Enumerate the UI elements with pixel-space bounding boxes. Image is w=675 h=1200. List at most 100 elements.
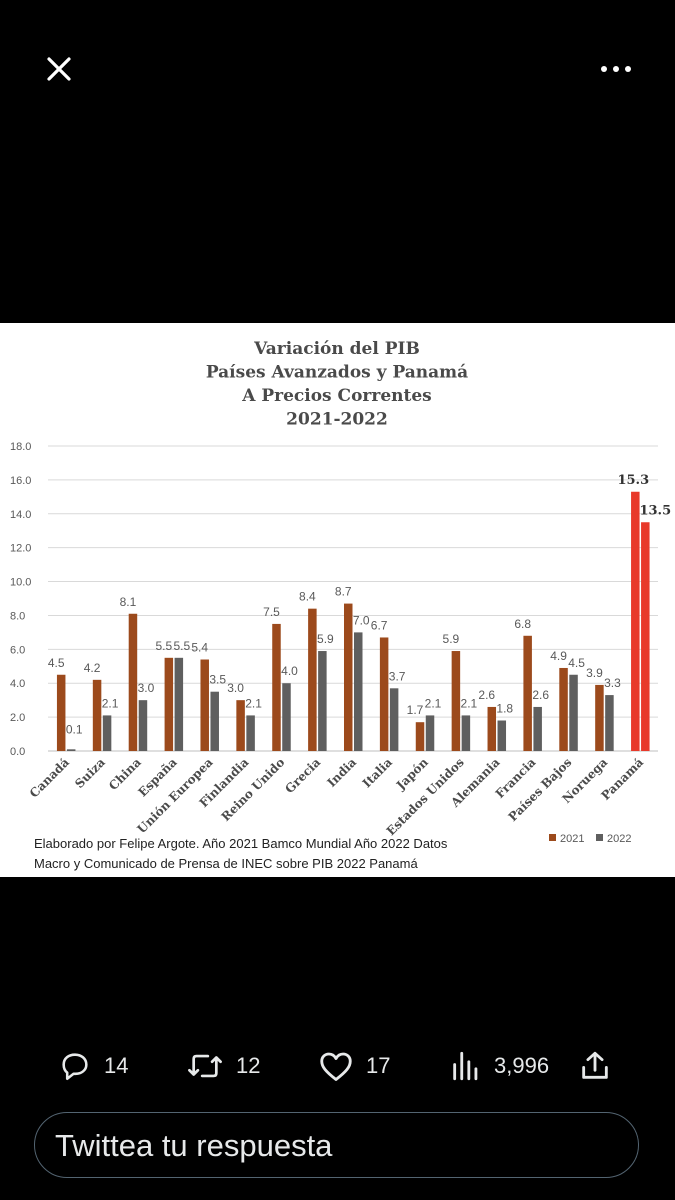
data-label-2021: 6.8 xyxy=(514,617,531,631)
views-button[interactable]: 3,996 xyxy=(450,1040,549,1092)
data-label-2022: 4.0 xyxy=(281,664,298,678)
tweet-image[interactable]: Variación del PIB Países Avanzados y Pana… xyxy=(0,323,675,877)
bar-2022 xyxy=(389,688,399,751)
data-label-2022: 5.9 xyxy=(317,632,334,646)
chart-title-line: Países Avanzados y Panamá xyxy=(206,363,468,383)
data-label-2022: 2.1 xyxy=(102,696,119,710)
bar-2022 xyxy=(461,715,471,751)
bar-2021 xyxy=(56,674,66,751)
more-button[interactable] xyxy=(594,52,638,86)
y-tick-label: 8.0 xyxy=(10,610,25,622)
data-label-2021: 4.2 xyxy=(84,661,101,675)
x-category-label: Países Bajos xyxy=(506,755,575,824)
bars xyxy=(56,491,650,751)
bar-2021 xyxy=(523,635,532,751)
bar-2022 xyxy=(497,720,507,751)
data-label-2021: 5.5 xyxy=(155,639,172,653)
data-label-2022: 0.1 xyxy=(66,722,83,736)
bar-2021 xyxy=(631,491,640,751)
data-label-2022: 5.5 xyxy=(173,639,190,653)
x-category-label: India xyxy=(324,755,359,790)
bar-2021 xyxy=(595,684,604,751)
bar-2022 xyxy=(641,522,650,751)
source-note: Elaborado por Felipe Argote. Año 2021 Ba… xyxy=(34,836,448,871)
chart-title-line: A Precios Correntes xyxy=(241,386,432,406)
bar-2022 xyxy=(66,749,76,751)
legend-swatch xyxy=(596,834,603,841)
bar-2021 xyxy=(487,706,497,751)
bar-2021 xyxy=(236,700,245,751)
bar-2021 xyxy=(92,679,102,751)
bar-2022 xyxy=(425,715,435,751)
data-label-2021: 3.0 xyxy=(227,681,244,695)
legend: 2021 2022 xyxy=(549,833,631,845)
reply-button[interactable]: 14 xyxy=(58,1040,128,1092)
views-count: 3,996 xyxy=(494,1053,550,1078)
y-tick-label: 16.0 xyxy=(10,475,31,487)
data-label-2021: 5.4 xyxy=(191,641,208,655)
y-tick-label: 2.0 xyxy=(10,712,25,724)
bar-2022 xyxy=(174,657,184,751)
retweet-icon xyxy=(188,1054,222,1078)
y-tick-label: 0.0 xyxy=(10,746,25,758)
share-button[interactable] xyxy=(578,1040,612,1092)
bar-2021 xyxy=(559,667,568,751)
y-tick-label: 18.0 xyxy=(10,441,31,453)
legend-swatch xyxy=(549,834,556,841)
gridlines xyxy=(48,445,658,752)
data-label-2022: 4.5 xyxy=(568,656,585,670)
chart-title: Variación del PIB Países Avanzados y Pana… xyxy=(206,339,468,430)
reply-composer[interactable] xyxy=(34,1112,639,1178)
bar-2022 xyxy=(210,691,219,751)
legend-label: 2021 xyxy=(560,833,584,845)
bar-2022 xyxy=(246,715,255,751)
views-icon xyxy=(453,1051,478,1081)
close-button[interactable] xyxy=(40,50,78,88)
data-label-2022: 13.5 xyxy=(639,503,671,518)
bar-2022 xyxy=(354,632,363,751)
reply-count: 14 xyxy=(104,1053,129,1078)
like-button[interactable]: 17 xyxy=(318,1040,390,1092)
bar-2021 xyxy=(272,623,281,751)
reply-input[interactable] xyxy=(53,1123,617,1169)
gdp-bar-chart: Variación del PIB Países Avanzados y Pana… xyxy=(10,339,671,871)
data-label-2021: 2.6 xyxy=(478,688,495,702)
bar-2021 xyxy=(164,657,174,751)
bar-2022 xyxy=(569,674,578,751)
bar-2022 xyxy=(533,706,542,751)
value-labels: 4.50.14.22.18.13.05.5 5.5 5.43.53.02.17.54… xyxy=(48,473,671,737)
data-label-2022: 2.6 xyxy=(532,688,549,702)
data-label-2021: 8.1 xyxy=(120,595,137,609)
source-line: Elaborado por Felipe Argote. Año 2021 Ba… xyxy=(34,836,448,851)
x-category-label: Canadá xyxy=(27,755,72,800)
retweet-count: 12 xyxy=(236,1053,261,1078)
x-category-label: Grecia xyxy=(282,755,323,796)
bar-2022 xyxy=(138,700,148,751)
data-label-2022: 2.1 xyxy=(245,696,262,710)
y-axis: 0.0 2.0 4.0 6.0 8.0 10.0 12.0 14.0 16.0 18.0 xyxy=(10,441,31,758)
bar-2021 xyxy=(415,722,425,751)
chart-title-line: Variación del PIB xyxy=(253,339,420,359)
bar-2022 xyxy=(102,715,112,751)
data-label-2021: 8.7 xyxy=(335,585,352,599)
data-label-2021: 4.9 xyxy=(550,649,567,663)
bar-2021 xyxy=(308,608,317,751)
bar-2021 xyxy=(128,613,138,751)
tweet-actions: 14 12 17 3,996 xyxy=(0,1040,675,1092)
data-label-2022: 3.3 xyxy=(604,676,621,690)
bar-2022 xyxy=(605,695,614,751)
like-count: 17 xyxy=(366,1053,391,1078)
legend-label: 2022 xyxy=(607,833,631,845)
data-label-2022: 3.5 xyxy=(209,673,226,687)
data-label-2021: 4.5 xyxy=(48,656,65,670)
bar-2021 xyxy=(379,637,389,751)
more-horizontal-icon xyxy=(601,66,631,72)
share-icon xyxy=(582,1051,608,1079)
bar-2021 xyxy=(344,603,353,751)
data-label-2022: 3.7 xyxy=(389,669,406,683)
retweet-button[interactable]: 12 xyxy=(186,1040,260,1092)
bar-2022 xyxy=(318,651,327,751)
data-label-2021: 3.9 xyxy=(586,666,603,680)
data-label-2022: 3.0 xyxy=(138,681,155,695)
